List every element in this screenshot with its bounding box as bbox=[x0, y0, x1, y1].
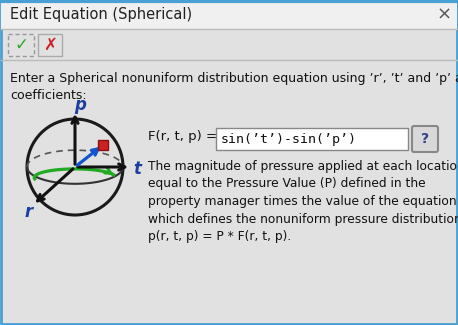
Text: Enter a Spherical nonuniform distribution equation using ʼrʼ, ʼtʼ and ʼpʼ as the: Enter a Spherical nonuniform distributio… bbox=[10, 72, 458, 102]
Text: sin(ʼtʼ)-sin(ʼpʼ): sin(ʼtʼ)-sin(ʼpʼ) bbox=[221, 133, 357, 146]
Text: F(r, t, p) =: F(r, t, p) = bbox=[148, 130, 217, 143]
FancyBboxPatch shape bbox=[1, 1, 457, 29]
Text: Edit Equation (Spherical): Edit Equation (Spherical) bbox=[10, 7, 192, 22]
Text: ×: × bbox=[436, 6, 452, 24]
FancyBboxPatch shape bbox=[38, 34, 62, 56]
Text: ✗: ✗ bbox=[43, 36, 57, 54]
Text: r: r bbox=[25, 203, 33, 221]
FancyBboxPatch shape bbox=[98, 140, 108, 150]
Text: ✓: ✓ bbox=[14, 36, 28, 54]
FancyBboxPatch shape bbox=[216, 128, 408, 150]
FancyBboxPatch shape bbox=[412, 126, 438, 152]
Text: The magnitude of pressure applied at each location is
equal to the Pressure Valu: The magnitude of pressure applied at eac… bbox=[148, 160, 458, 243]
FancyBboxPatch shape bbox=[8, 34, 34, 56]
Text: p: p bbox=[74, 96, 86, 114]
Text: t: t bbox=[133, 160, 141, 178]
Text: ?: ? bbox=[421, 132, 429, 146]
